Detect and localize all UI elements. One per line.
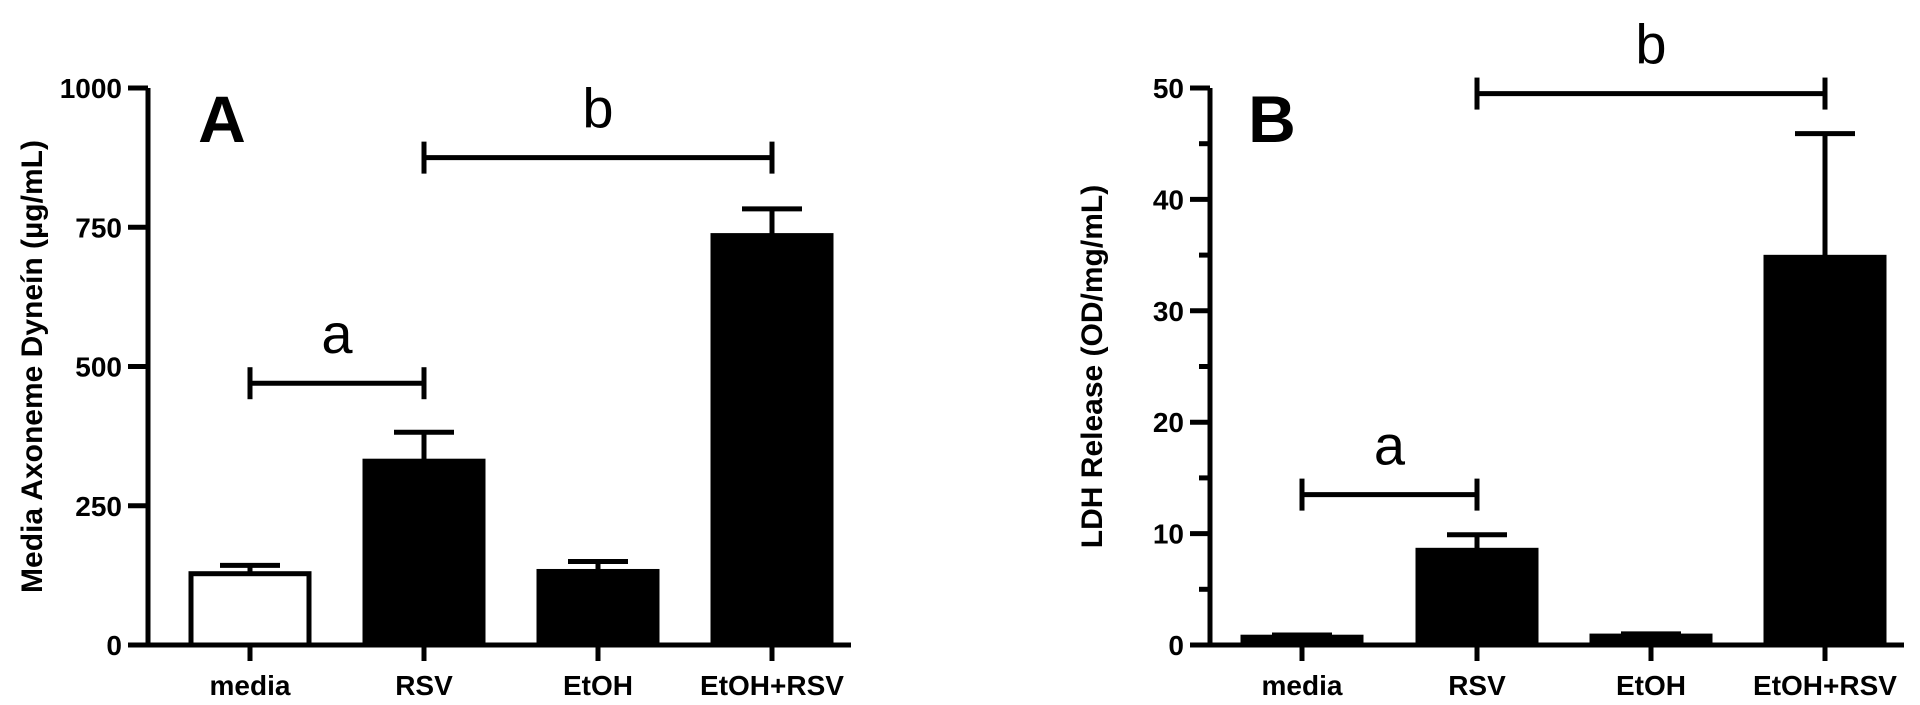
bar-rsv	[362, 458, 486, 648]
chart-panel-a: 0 250 500 750 1000 media RSV EtOH EtOH+RSV a b A Med…	[16, 73, 851, 701]
x-tick-label: media	[210, 670, 291, 701]
y-axis-label: Media Axoneme Dyneín (µg/mL)	[16, 140, 49, 593]
y-tick-label: 10	[1153, 519, 1184, 550]
significance-label: b	[582, 77, 613, 140]
significance-label: b	[1635, 13, 1666, 76]
chart-panel-b: 0 10 20 30 40 50 media RSV EtOH EtOH+RSV a b B LDH Re…	[1076, 13, 1904, 701]
panel-letter: B	[1248, 82, 1296, 156]
y-tick-label: 40	[1153, 184, 1184, 215]
bar-etoh-rsv	[1763, 254, 1887, 648]
x-tick-label: RSV	[395, 670, 453, 701]
y-axis-label: LDH Release (OD/mg/mL)	[1076, 185, 1109, 548]
y-tick-label: 500	[75, 352, 122, 383]
bar-media	[188, 571, 312, 648]
bar-etoh	[1589, 633, 1713, 648]
y-tick-label: 50	[1153, 73, 1184, 104]
x-tick-label: RSV	[1448, 670, 1506, 701]
y-tick-label: 1000	[60, 73, 122, 104]
bar-etoh-rsv	[710, 233, 834, 648]
x-tick-label: EtOH+RSV	[700, 670, 844, 701]
bar-etoh	[536, 568, 660, 648]
y-tick-label: 750	[75, 212, 122, 243]
y-tick-label: 250	[75, 491, 122, 522]
y-tick-label: 0	[1168, 630, 1184, 661]
significance-label: a	[1374, 414, 1406, 477]
x-tick-label: EtOH	[563, 670, 633, 701]
x-tick-label: media	[1262, 670, 1343, 701]
x-tick-label: EtOH	[1616, 670, 1686, 701]
panel-letter: A	[198, 82, 246, 156]
significance-label: a	[321, 302, 353, 365]
x-tick-label: EtOH+RSV	[1753, 670, 1897, 701]
y-tick-label: 20	[1153, 407, 1184, 438]
y-tick-label: 30	[1153, 296, 1184, 327]
bar-rsv	[1415, 547, 1539, 648]
y-tick-label: 0	[106, 630, 122, 661]
bar-media	[1240, 634, 1364, 648]
